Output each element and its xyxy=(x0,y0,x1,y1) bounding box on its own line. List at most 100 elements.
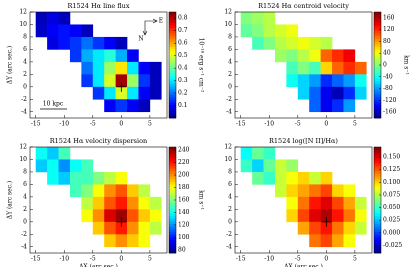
cell xyxy=(81,159,94,173)
cell xyxy=(263,171,276,185)
colorbar-step xyxy=(374,226,381,230)
cell xyxy=(343,196,356,210)
colorbar-step xyxy=(374,218,381,222)
cell xyxy=(309,196,321,210)
colorbar-step xyxy=(169,162,176,166)
cell xyxy=(115,61,128,75)
cell xyxy=(343,184,356,198)
compass-e: E xyxy=(159,18,163,25)
colorbar-step xyxy=(374,91,381,95)
cell xyxy=(274,159,287,173)
y-tick-label: -4 xyxy=(226,108,232,115)
cell xyxy=(354,196,367,210)
y-tick-label: -4 xyxy=(21,243,27,250)
colorbar-step xyxy=(169,239,176,243)
colorbar-step xyxy=(374,88,381,92)
colorbar-step xyxy=(374,170,381,174)
x-tick-label: 0 xyxy=(119,121,123,128)
cell xyxy=(309,49,321,63)
colorbar-step xyxy=(169,147,176,151)
colorbar-tick-label: 0.150 xyxy=(383,154,400,161)
cell xyxy=(69,171,82,185)
cell xyxy=(138,184,151,198)
colorbar-step xyxy=(374,250,381,254)
colorbar-step xyxy=(374,14,381,18)
y-axis-label: ΔY (arc sec.) xyxy=(7,181,14,220)
colorbar-step xyxy=(374,33,381,37)
colorbar-step xyxy=(374,112,381,116)
colorbar-step xyxy=(169,102,176,106)
colorbar-step xyxy=(169,197,176,201)
colorbar-step xyxy=(169,152,176,156)
cell xyxy=(354,221,367,235)
colorbar-step xyxy=(374,229,381,233)
cell xyxy=(286,196,299,210)
compass-n: N xyxy=(138,36,143,43)
cell xyxy=(81,61,94,75)
colorbar-frame xyxy=(373,146,382,254)
cell xyxy=(274,184,287,198)
colorbar-step xyxy=(169,80,176,84)
colorbar-tick-label: 120 xyxy=(383,26,395,33)
colorbar-step xyxy=(374,202,381,206)
colorbar-step xyxy=(169,160,176,164)
cell xyxy=(320,221,333,235)
y-tick-label: 10 xyxy=(19,21,27,28)
cell xyxy=(115,234,128,248)
cell xyxy=(47,147,59,160)
y-tick-label: -2 xyxy=(226,231,232,238)
y-tick-label: 2 xyxy=(228,71,232,78)
colorbar-step xyxy=(374,49,381,53)
colorbar-step xyxy=(169,173,176,177)
cell xyxy=(127,61,139,75)
colorbar-step xyxy=(374,168,381,172)
colorbar-step xyxy=(169,57,176,61)
y-tick-label: 0 xyxy=(23,218,27,225)
x-tick-label: 0 xyxy=(119,256,123,263)
cell xyxy=(343,61,356,75)
cell xyxy=(104,86,116,100)
cell xyxy=(332,209,344,223)
x-tick-label: -15 xyxy=(236,121,246,128)
cell xyxy=(274,36,287,50)
colorbar-step xyxy=(169,30,176,34)
y-tick-label: 2 xyxy=(228,206,232,213)
colorbar-tick-label: 0.7 xyxy=(178,27,188,34)
colorbar-step xyxy=(374,162,381,166)
cell xyxy=(320,61,333,75)
colorbar-step xyxy=(374,54,381,58)
colorbar-step xyxy=(169,70,176,74)
x-tick-label: 5 xyxy=(353,121,357,128)
cell xyxy=(320,49,333,63)
cell xyxy=(58,24,71,38)
colorbar-step xyxy=(374,234,381,238)
y-tick-label: 12 xyxy=(19,9,27,16)
colorbar-tick-label: 0.050 xyxy=(383,204,400,211)
colorbar-step xyxy=(374,70,381,74)
colorbar-step xyxy=(169,12,176,16)
colorbar-step xyxy=(169,35,176,39)
colorbar-step xyxy=(374,165,381,169)
cell xyxy=(252,171,264,185)
cell xyxy=(240,159,253,173)
cell xyxy=(81,36,94,50)
cell xyxy=(332,61,344,75)
colorbar-step xyxy=(169,181,176,185)
cell xyxy=(58,171,71,185)
cell xyxy=(286,209,299,223)
colorbar-step xyxy=(374,17,381,21)
colorbar-step xyxy=(374,173,381,177)
cell xyxy=(297,196,310,210)
colorbar-step xyxy=(374,184,381,188)
cell xyxy=(104,61,116,75)
colorbar-step xyxy=(169,250,176,254)
colorbar-label: km s⁻¹ xyxy=(198,190,205,210)
colorbar-step xyxy=(169,51,176,55)
colorbar-step xyxy=(169,207,176,211)
cell xyxy=(309,74,321,88)
y-tick-label: 12 xyxy=(224,9,232,16)
y-tick-label: -4 xyxy=(21,108,27,115)
colorbar-step xyxy=(169,194,176,198)
colorbar-tick-label: 0.2 xyxy=(178,90,188,97)
